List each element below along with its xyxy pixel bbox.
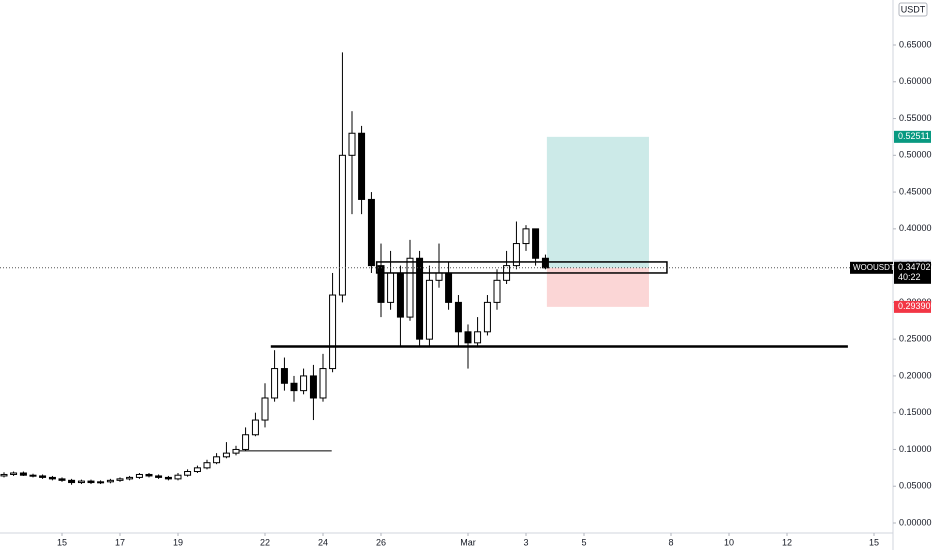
candle-body: [97, 481, 105, 484]
candle-body: [145, 473, 153, 477]
candle-body: [329, 294, 337, 370]
candle-body: [10, 472, 18, 475]
candle-body: [280, 368, 288, 384]
candle-body: [174, 474, 182, 480]
symbol-tag: [850, 261, 893, 274]
stop-zone: [546, 267, 649, 307]
candle-body: [445, 272, 453, 303]
candle-body: [126, 476, 134, 480]
x-tick-label: 5: [581, 537, 586, 547]
candle-body: [358, 132, 366, 200]
x-tick-label: 24: [318, 537, 328, 547]
candle-body: [184, 471, 192, 476]
candle-body: [193, 467, 201, 473]
candle-body: [164, 476, 172, 480]
candle-body: [300, 375, 308, 392]
y-tick-label: 0.55000: [899, 113, 932, 123]
candle-body: [541, 257, 549, 269]
last-price-label: 0.34702: [898, 262, 931, 272]
candle-body: [319, 368, 327, 399]
x-tick-label: 8: [668, 537, 673, 547]
price-tag: [894, 130, 931, 143]
y-tick-label: 0.10000: [899, 444, 932, 454]
target-zone: [546, 136, 649, 268]
y-tick-label: 0.40000: [899, 223, 932, 233]
currency-badge[interactable]: [898, 2, 928, 17]
candle-body: [290, 382, 298, 392]
candle-body: [416, 257, 424, 340]
candle-body: [87, 480, 95, 484]
price-tag-label: 0.52511: [898, 131, 930, 141]
x-tick-label: 26: [376, 537, 386, 547]
candle-body: [271, 368, 279, 399]
x-tick-label: 12: [782, 537, 792, 547]
x-tick-label: 15: [869, 537, 879, 547]
candle-body: [251, 419, 259, 436]
x-tick-label: 22: [260, 537, 270, 547]
x-tick-label: 17: [115, 537, 125, 547]
candle-body: [29, 474, 37, 477]
candle-body: [367, 198, 375, 267]
candle-body: [242, 434, 250, 450]
candle-body: [309, 375, 317, 399]
candle-body: [522, 228, 530, 245]
candle-body: [135, 473, 143, 478]
candle-body: [106, 479, 114, 483]
candle-body: [213, 456, 221, 464]
candle-body: [232, 448, 240, 454]
price-tag-label: 0.29390: [898, 301, 931, 311]
y-tick-label: 0.00000: [899, 517, 932, 527]
price-tag: [894, 300, 931, 313]
candle-body: [116, 478, 124, 481]
candle-body: [58, 478, 66, 481]
candle-body: [474, 331, 482, 344]
y-tick-label: 0.05000: [899, 481, 932, 491]
countdown: 40:22: [898, 272, 921, 282]
candle-body: [19, 472, 27, 476]
symbol-label: WOOUSDT: [853, 263, 895, 272]
candle-body: [0, 473, 8, 477]
candle-body: [493, 279, 501, 303]
candle-body: [39, 475, 47, 478]
candle-body: [454, 301, 462, 333]
x-tick-label: 3: [523, 537, 528, 547]
y-tick-label: 0.65000: [899, 39, 932, 49]
candle-body: [406, 257, 414, 318]
candle-body: [77, 480, 85, 484]
candle-body: [435, 272, 443, 281]
y-tick-label: 0.60000: [899, 76, 932, 86]
y-tick-label: 0.45000: [899, 186, 932, 196]
candle-body: [377, 265, 385, 303]
last-price-tag: [894, 261, 931, 284]
candle-body: [222, 452, 230, 458]
y-tick-label: 0.15000: [899, 407, 932, 417]
candle-body: [203, 462, 211, 469]
y-tick-label: 0.20000: [899, 370, 932, 380]
candle-body: [464, 331, 472, 344]
candle-body: [483, 301, 491, 333]
candle-body: [338, 154, 346, 296]
candle-body: [348, 132, 356, 156]
candle-body: [155, 475, 163, 478]
candle-body: [425, 279, 433, 340]
currency: USDT: [901, 4, 926, 14]
x-tick-label: 10: [724, 537, 734, 547]
candle-body: [387, 272, 395, 303]
candle-body: [48, 476, 56, 480]
candle-body: [68, 479, 76, 484]
y-tick-label: 0.50000: [899, 150, 932, 160]
x-tick-label: 19: [173, 537, 183, 547]
candle-body: [261, 397, 269, 421]
candle-body: [532, 228, 540, 259]
x-tick-label: Mar: [460, 537, 476, 547]
x-tick-label: 15: [57, 537, 67, 547]
candle-body: [396, 272, 404, 318]
candle-body: [512, 243, 520, 267]
y-tick-label: 0.25000: [899, 334, 932, 344]
